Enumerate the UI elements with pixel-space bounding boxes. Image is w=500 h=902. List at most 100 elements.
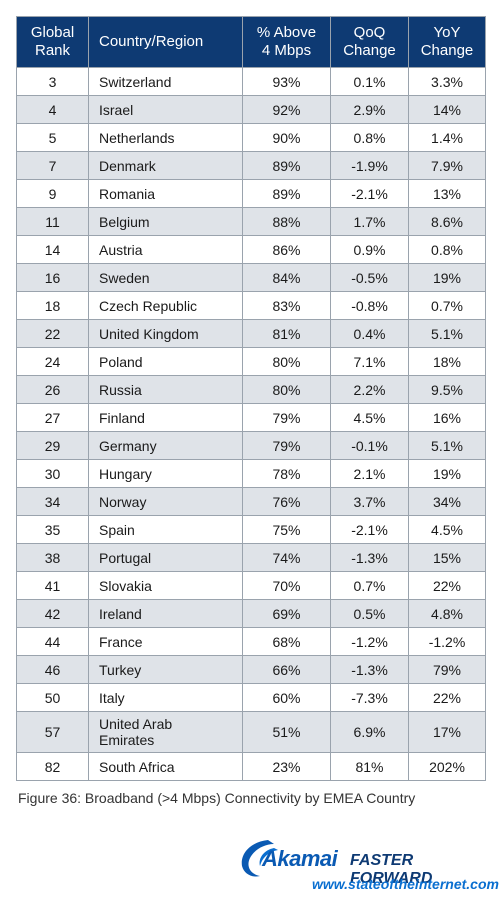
- country-name-line: Italy: [99, 689, 125, 706]
- logo-tagline: FASTER FORWARD: [350, 852, 433, 887]
- cell-yoy-change: 17%: [408, 711, 486, 753]
- cell-country-region: Switzerland: [88, 67, 243, 96]
- cell-qoq-change: -1.2%: [330, 627, 409, 656]
- cell-global-rank: 27: [16, 403, 89, 432]
- table-row: 9 Romania 89% -2.1% 13%: [16, 179, 486, 208]
- country-name-line: Sweden: [99, 269, 150, 286]
- cell-global-rank: 34: [16, 487, 89, 516]
- cell-pct-above-4mbps: 80%: [242, 375, 331, 404]
- cell-country-region: Russia: [88, 375, 243, 404]
- table-header-row: Global Rank Country/Region % Above 4 Mbps …: [16, 16, 486, 68]
- header-pct-above-4mbps: % Above 4 Mbps: [242, 16, 331, 68]
- cell-country-region: Sweden: [88, 263, 243, 292]
- cell-pct-above-4mbps: 51%: [242, 711, 331, 753]
- cell-yoy-change: 202%: [408, 752, 486, 781]
- cell-yoy-change: 22%: [408, 571, 486, 600]
- cell-pct-above-4mbps: 69%: [242, 599, 331, 628]
- cell-country-region: Austria: [88, 235, 243, 264]
- cell-country-region: Denmark: [88, 151, 243, 180]
- country-name-line: Finland: [99, 409, 145, 426]
- cell-global-rank: 35: [16, 515, 89, 544]
- cell-yoy-change: -1.2%: [408, 627, 486, 656]
- country-name-line: Emirates: [99, 732, 155, 748]
- table-row: 44 France 68% -1.2% -1.2%: [16, 627, 486, 656]
- cell-qoq-change: 0.1%: [330, 67, 409, 96]
- table-row: 46 Turkey 66% -1.3% 79%: [16, 655, 486, 684]
- table-row: 4 Israel 92% 2.9% 14%: [16, 95, 486, 124]
- country-name-line: France: [99, 633, 143, 650]
- cell-yoy-change: 1.4%: [408, 123, 486, 152]
- cell-global-rank: 3: [16, 67, 89, 96]
- cell-global-rank: 22: [16, 319, 89, 348]
- cell-yoy-change: 18%: [408, 347, 486, 376]
- cell-qoq-change: 0.9%: [330, 235, 409, 264]
- cell-country-region: Hungary: [88, 459, 243, 488]
- cell-yoy-change: 16%: [408, 403, 486, 432]
- cell-pct-above-4mbps: 92%: [242, 95, 331, 124]
- cell-pct-above-4mbps: 86%: [242, 235, 331, 264]
- cell-pct-above-4mbps: 68%: [242, 627, 331, 656]
- cell-qoq-change: -0.1%: [330, 431, 409, 460]
- cell-global-rank: 26: [16, 375, 89, 404]
- country-name-line: Spain: [99, 521, 135, 538]
- cell-qoq-change: -1.3%: [330, 655, 409, 684]
- cell-pct-above-4mbps: 79%: [242, 403, 331, 432]
- cell-yoy-change: 19%: [408, 263, 486, 292]
- cell-qoq-change: 2.1%: [330, 459, 409, 488]
- cell-qoq-change: -1.3%: [330, 543, 409, 572]
- cell-pct-above-4mbps: 81%: [242, 319, 331, 348]
- cell-yoy-change: 4.5%: [408, 515, 486, 544]
- cell-qoq-change: -0.8%: [330, 291, 409, 320]
- cell-country-region: Slovakia: [88, 571, 243, 600]
- cell-pct-above-4mbps: 79%: [242, 431, 331, 460]
- cell-yoy-change: 5.1%: [408, 431, 486, 460]
- cell-country-region: Israel: [88, 95, 243, 124]
- cell-pct-above-4mbps: 80%: [242, 347, 331, 376]
- logo-url-link[interactable]: www.stateoftheinternet.com: [312, 876, 499, 892]
- cell-yoy-change: 3.3%: [408, 67, 486, 96]
- cell-pct-above-4mbps: 23%: [242, 752, 331, 781]
- cell-global-rank: 29: [16, 431, 89, 460]
- cell-global-rank: 5: [16, 123, 89, 152]
- cell-country-region: Ireland: [88, 599, 243, 628]
- country-name-line: Slovakia: [99, 577, 152, 594]
- country-name-line: Poland: [99, 353, 143, 370]
- cell-pct-above-4mbps: 83%: [242, 291, 331, 320]
- cell-global-rank: 82: [16, 752, 89, 781]
- cell-global-rank: 30: [16, 459, 89, 488]
- cell-global-rank: 57: [16, 711, 89, 753]
- cell-qoq-change: 6.9%: [330, 711, 409, 753]
- cell-global-rank: 44: [16, 627, 89, 656]
- table-row: 35 Spain 75% -2.1% 4.5%: [16, 515, 486, 544]
- cell-pct-above-4mbps: 70%: [242, 571, 331, 600]
- cell-qoq-change: -2.1%: [330, 515, 409, 544]
- cell-global-rank: 38: [16, 543, 89, 572]
- header-global-rank: Global Rank: [16, 16, 89, 68]
- country-name-line: Ireland: [99, 605, 142, 622]
- cell-qoq-change: 0.4%: [330, 319, 409, 348]
- table-row: 38 Portugal 74% -1.3% 15%: [16, 543, 486, 572]
- cell-yoy-change: 15%: [408, 543, 486, 572]
- table-row: 7 Denmark 89% -1.9% 7.9%: [16, 151, 486, 180]
- cell-qoq-change: 0.8%: [330, 123, 409, 152]
- cell-qoq-change: -2.1%: [330, 179, 409, 208]
- figure-caption: Figure 36: Broadband (>4 Mbps) Connectiv…: [18, 790, 416, 806]
- cell-country-region: Czech Republic: [88, 291, 243, 320]
- cell-country-region: France: [88, 627, 243, 656]
- cell-country-region: Portugal: [88, 543, 243, 572]
- cell-yoy-change: 0.7%: [408, 291, 486, 320]
- table-row: 5 Netherlands 90% 0.8% 1.4%: [16, 123, 486, 152]
- cell-yoy-change: 79%: [408, 655, 486, 684]
- cell-country-region: Netherlands: [88, 123, 243, 152]
- table-row: 41 Slovakia 70% 0.7% 22%: [16, 571, 486, 600]
- country-name-line: Czech Republic: [99, 297, 198, 314]
- cell-yoy-change: 34%: [408, 487, 486, 516]
- table-row: 29 Germany 79% -0.1% 5.1%: [16, 431, 486, 460]
- table-row: 18 Czech Republic 83% -0.8% 0.7%: [16, 291, 486, 320]
- cell-qoq-change: 2.2%: [330, 375, 409, 404]
- table-body: 3 Switzerland 93% 0.1% 3.3% 4 Israel 92% 2.9% 14%…: [16, 67, 486, 781]
- cell-global-rank: 14: [16, 235, 89, 264]
- cell-yoy-change: 13%: [408, 179, 486, 208]
- cell-pct-above-4mbps: 66%: [242, 655, 331, 684]
- country-name-line: Portugal: [99, 549, 152, 566]
